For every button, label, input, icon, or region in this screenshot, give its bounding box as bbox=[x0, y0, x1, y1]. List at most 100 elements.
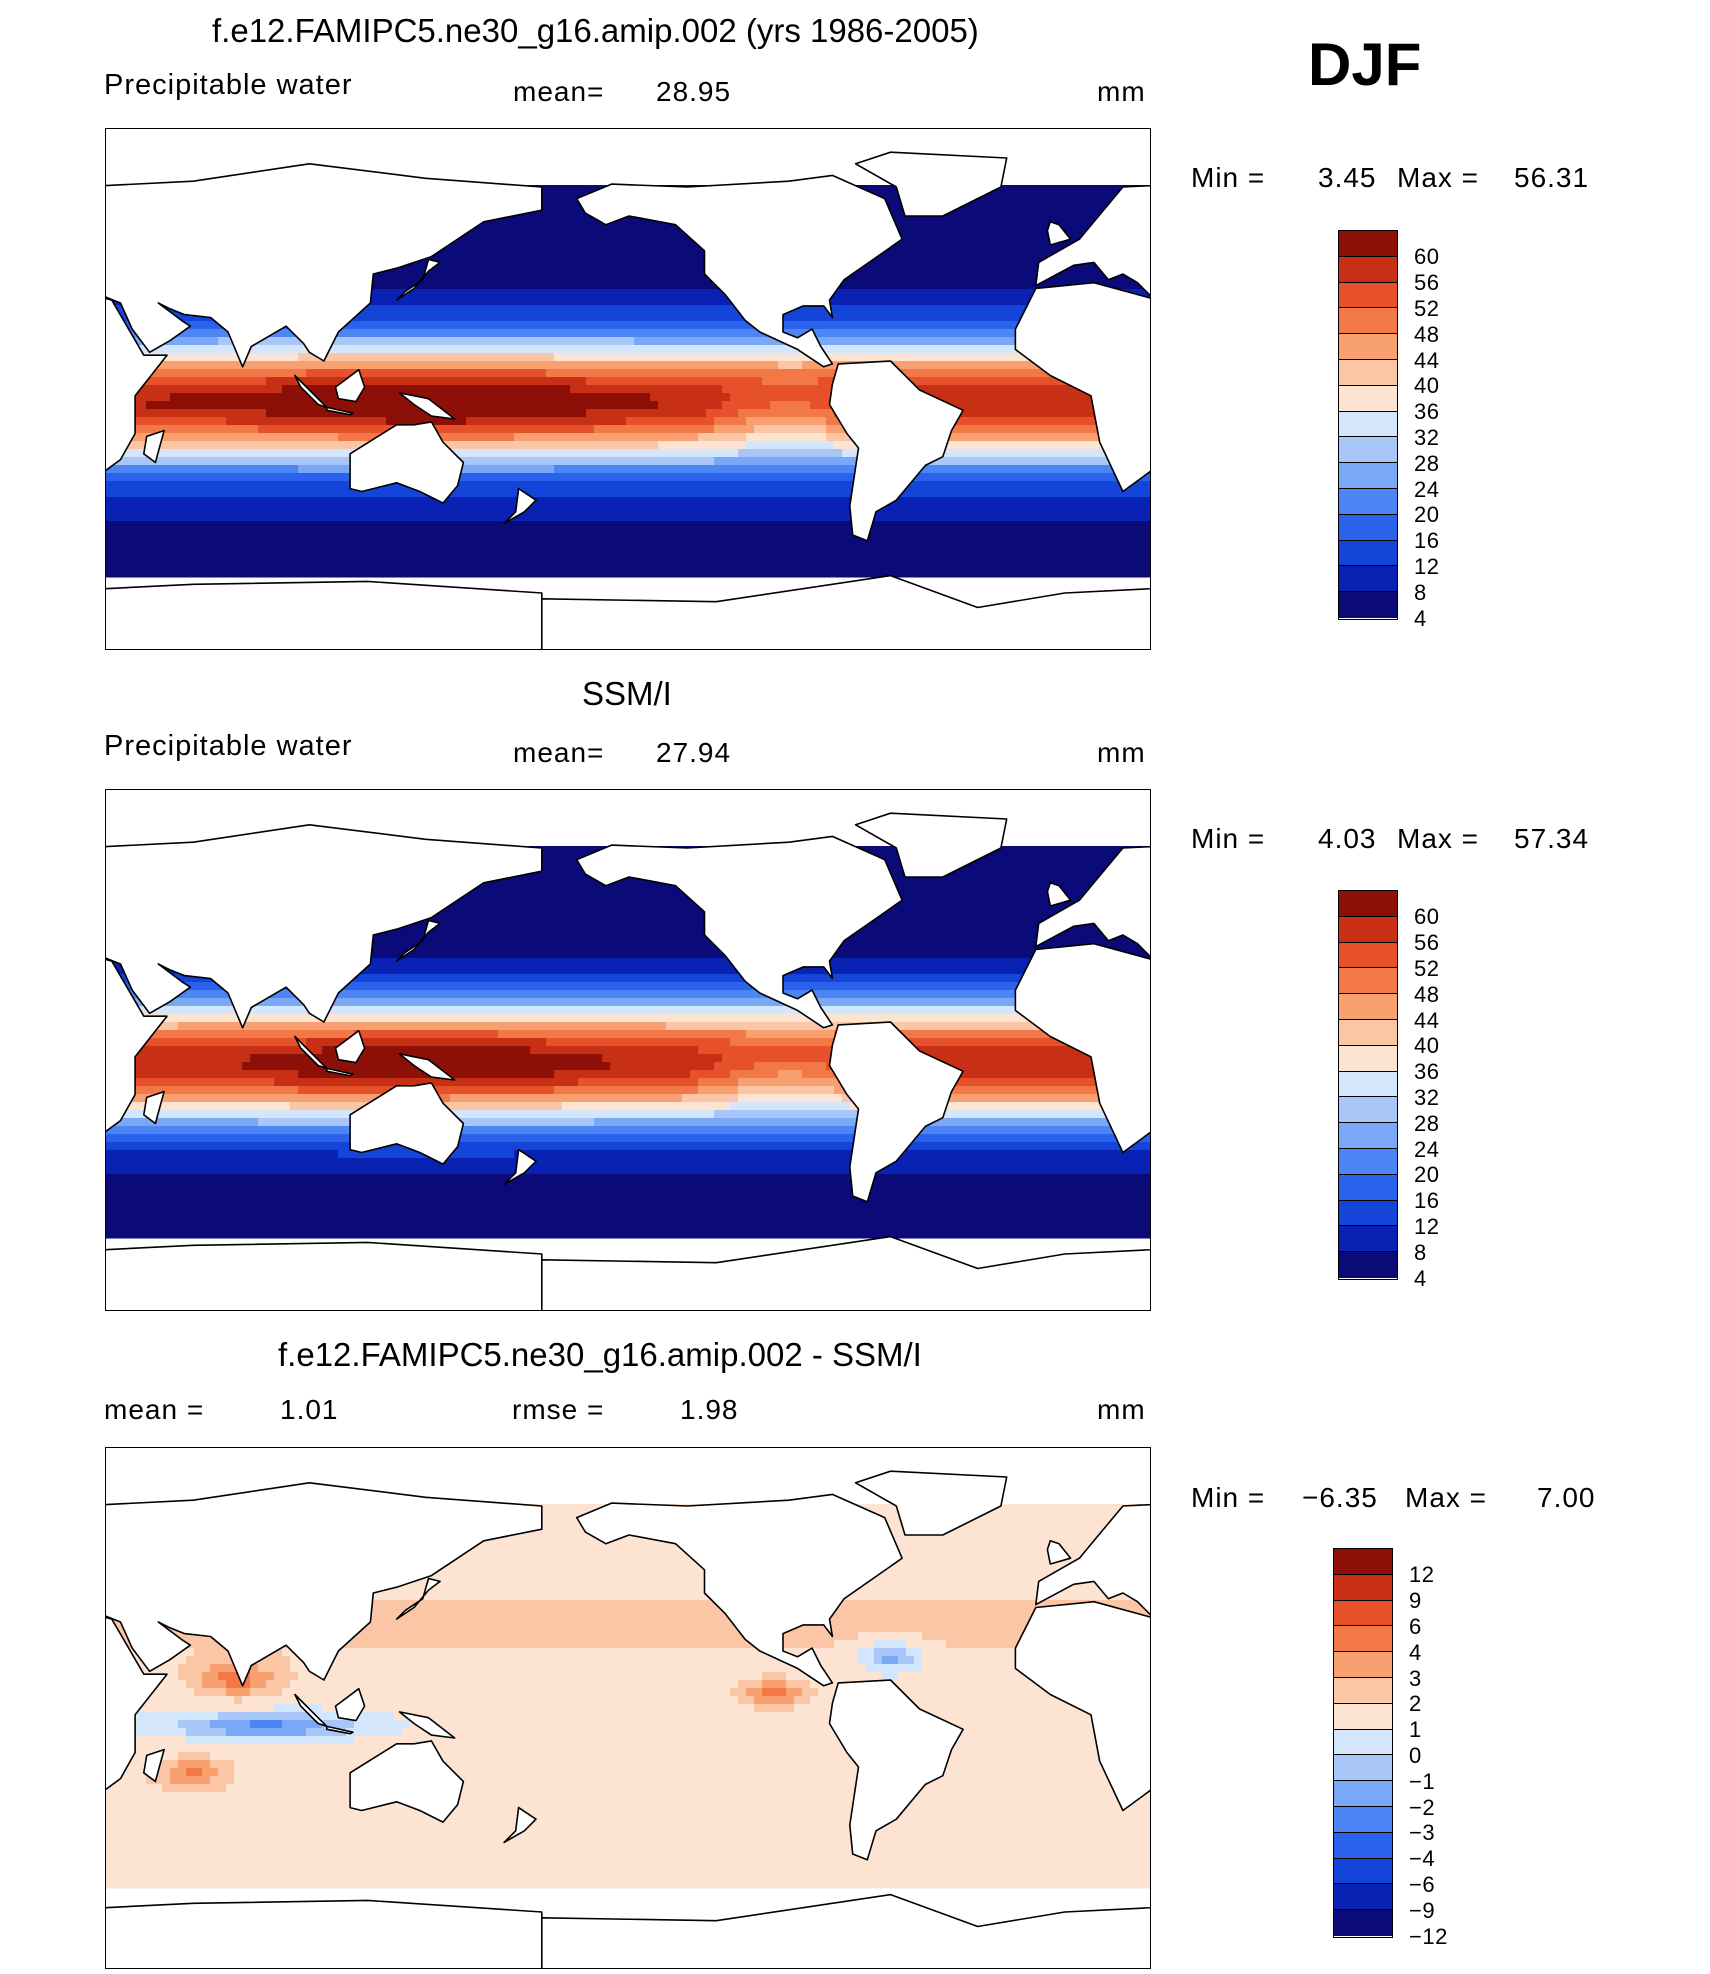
field-cell bbox=[954, 401, 963, 410]
field-cell bbox=[634, 289, 643, 298]
field-cell bbox=[930, 329, 939, 338]
field-cell bbox=[210, 449, 219, 458]
field-cell bbox=[1018, 289, 1027, 298]
field-cell bbox=[210, 353, 219, 362]
field-cell bbox=[394, 329, 403, 338]
field-cell bbox=[506, 473, 515, 482]
field-cell bbox=[970, 361, 979, 370]
field-cell bbox=[218, 369, 227, 378]
field-cell bbox=[218, 361, 227, 370]
field-cell bbox=[450, 273, 459, 282]
field-cell bbox=[802, 457, 811, 466]
field-cell bbox=[458, 257, 467, 266]
field-cell bbox=[826, 481, 835, 490]
field-cell bbox=[906, 481, 915, 490]
field-cell bbox=[978, 345, 987, 354]
field-cell bbox=[722, 465, 731, 474]
field-cell bbox=[306, 353, 315, 362]
field-cell bbox=[1002, 241, 1011, 250]
field-cell bbox=[530, 257, 539, 266]
field-cell bbox=[426, 329, 435, 338]
field-cell bbox=[362, 385, 371, 394]
field-cell bbox=[618, 473, 627, 482]
field-cell bbox=[698, 353, 707, 362]
field-cell bbox=[1010, 217, 1019, 226]
field-cell bbox=[690, 377, 699, 386]
field-cell bbox=[874, 297, 883, 306]
field-cell bbox=[1018, 273, 1027, 282]
field-cell bbox=[282, 425, 291, 434]
field-cell bbox=[554, 401, 563, 410]
field-cell bbox=[706, 337, 715, 346]
field-cell bbox=[898, 337, 907, 346]
field-cell bbox=[1026, 193, 1035, 202]
field-cell bbox=[770, 337, 779, 346]
field-cell bbox=[538, 241, 547, 250]
field-cell bbox=[1002, 265, 1011, 274]
field-cell bbox=[298, 409, 307, 418]
field-cell bbox=[202, 393, 211, 402]
field-cell bbox=[930, 289, 939, 298]
field-cell bbox=[730, 345, 739, 354]
field-cell bbox=[642, 217, 651, 226]
field-cell bbox=[874, 273, 883, 282]
field-cell bbox=[666, 289, 675, 298]
field-cell bbox=[426, 385, 435, 394]
field-cell bbox=[522, 393, 531, 402]
field-cell bbox=[298, 417, 307, 426]
field-cell bbox=[986, 433, 995, 442]
field-cell bbox=[530, 249, 539, 258]
field-cell bbox=[1058, 401, 1067, 410]
field-cell bbox=[154, 417, 163, 426]
field-cell bbox=[730, 313, 739, 322]
field-cell bbox=[354, 417, 363, 426]
field-cell bbox=[674, 361, 683, 370]
field-cell bbox=[434, 425, 443, 434]
field-cell bbox=[666, 361, 675, 370]
field-cell bbox=[490, 473, 499, 482]
field-cell bbox=[770, 449, 779, 458]
field-cell bbox=[970, 273, 979, 282]
field-cell bbox=[770, 417, 779, 426]
field-cell bbox=[922, 377, 931, 386]
field-cell bbox=[930, 321, 939, 330]
field-cell bbox=[554, 361, 563, 370]
field-cell bbox=[474, 353, 483, 362]
field-cell bbox=[866, 337, 875, 346]
field-cell bbox=[698, 377, 707, 386]
field-cell bbox=[578, 329, 587, 338]
field-cell bbox=[834, 441, 843, 450]
field-cell bbox=[450, 257, 459, 266]
field-cell bbox=[370, 321, 379, 330]
field-cell bbox=[962, 249, 971, 258]
field-cell bbox=[890, 265, 899, 274]
field-cell bbox=[794, 449, 803, 458]
field-cell bbox=[146, 393, 155, 402]
field-cell bbox=[266, 457, 275, 466]
field-cell bbox=[730, 441, 739, 450]
field-cell bbox=[394, 265, 403, 274]
field-cell bbox=[658, 361, 667, 370]
field-cell bbox=[1082, 457, 1091, 466]
panel1-mean-label: mean= bbox=[513, 76, 605, 107]
field-cell bbox=[538, 401, 547, 410]
field-cell bbox=[138, 481, 147, 490]
field-cell bbox=[890, 185, 899, 194]
field-cell bbox=[562, 417, 571, 426]
field-cell bbox=[1026, 233, 1035, 242]
field-cell bbox=[458, 297, 467, 306]
field-cell bbox=[482, 353, 491, 362]
field-cell bbox=[922, 225, 931, 234]
field-cell bbox=[682, 257, 691, 266]
field-cell bbox=[538, 441, 547, 450]
field-cell bbox=[1026, 417, 1035, 426]
field-cell bbox=[674, 417, 683, 426]
field-cell bbox=[602, 297, 611, 306]
field-cell bbox=[746, 401, 755, 410]
field-cell bbox=[218, 345, 227, 354]
field-cell bbox=[490, 481, 499, 490]
field-cell bbox=[946, 249, 955, 258]
field-cell bbox=[594, 385, 603, 394]
field-cell bbox=[546, 481, 555, 490]
field-cell bbox=[1034, 449, 1043, 458]
